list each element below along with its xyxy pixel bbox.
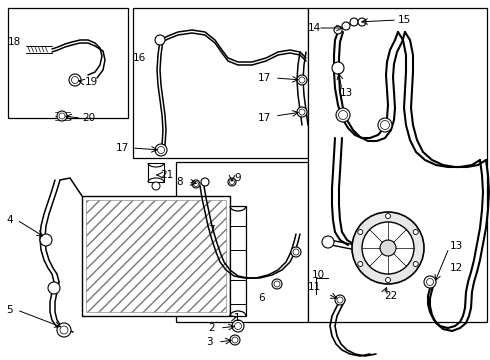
Circle shape [40, 234, 52, 246]
Text: 21: 21 [160, 170, 173, 180]
Circle shape [332, 62, 344, 74]
Circle shape [299, 77, 305, 83]
Circle shape [413, 230, 418, 234]
Circle shape [57, 111, 67, 121]
Circle shape [358, 18, 366, 26]
Circle shape [426, 279, 434, 285]
Circle shape [386, 213, 391, 219]
Circle shape [152, 182, 160, 190]
Circle shape [155, 144, 167, 156]
Text: 17: 17 [258, 113, 271, 123]
Circle shape [57, 323, 71, 337]
Text: 3: 3 [206, 337, 213, 347]
Circle shape [386, 278, 391, 283]
Circle shape [334, 26, 342, 34]
Text: 17: 17 [258, 73, 271, 83]
Text: 5: 5 [6, 305, 13, 315]
Circle shape [337, 297, 343, 303]
Circle shape [322, 236, 334, 248]
Circle shape [335, 295, 345, 305]
Circle shape [378, 118, 392, 132]
Bar [176, 162, 308, 322]
Circle shape [230, 335, 240, 345]
Bar [308, 8, 487, 322]
Circle shape [228, 178, 236, 186]
Circle shape [297, 107, 307, 117]
Text: 9: 9 [234, 173, 241, 183]
Text: 22: 22 [384, 291, 397, 301]
Text: 2: 2 [208, 323, 215, 333]
Text: 13: 13 [450, 241, 463, 251]
Bar [133, 8, 308, 158]
Circle shape [59, 113, 65, 119]
Circle shape [293, 249, 299, 255]
Bar [148, 163, 164, 182]
Circle shape [192, 180, 200, 188]
Circle shape [72, 77, 78, 84]
Circle shape [358, 230, 363, 234]
Circle shape [336, 108, 350, 122]
Text: 4: 4 [6, 215, 13, 225]
Bar [8, 8, 128, 118]
Text: 11: 11 [308, 282, 321, 292]
Bar [82, 196, 230, 316]
Text: 18: 18 [8, 37, 21, 47]
Text: 6: 6 [258, 293, 265, 303]
Text: 19: 19 [85, 77, 98, 87]
Circle shape [291, 247, 301, 257]
Circle shape [157, 147, 165, 153]
Text: 1: 1 [234, 313, 241, 323]
Circle shape [350, 18, 358, 26]
Circle shape [424, 276, 436, 288]
Circle shape [272, 279, 282, 289]
Circle shape [362, 222, 414, 274]
Circle shape [380, 240, 396, 256]
Circle shape [229, 180, 235, 185]
Circle shape [381, 121, 390, 130]
Circle shape [339, 111, 347, 120]
Circle shape [194, 181, 198, 186]
Circle shape [413, 261, 418, 266]
Circle shape [235, 323, 242, 329]
Circle shape [69, 74, 81, 86]
Circle shape [358, 261, 363, 266]
Text: 16: 16 [133, 53, 146, 63]
Circle shape [352, 212, 424, 284]
Circle shape [274, 281, 280, 287]
Circle shape [201, 178, 209, 186]
Text: 14: 14 [308, 23, 321, 33]
Bar [230, 206, 246, 316]
Text: 20: 20 [82, 113, 95, 123]
Text: 12: 12 [450, 263, 463, 273]
Text: 10: 10 [312, 270, 325, 280]
Circle shape [232, 320, 244, 332]
Text: 17: 17 [116, 143, 129, 153]
Circle shape [297, 75, 307, 85]
Circle shape [48, 282, 60, 294]
Text: 15: 15 [398, 15, 411, 25]
Circle shape [60, 326, 68, 334]
Text: 13: 13 [340, 88, 353, 98]
Circle shape [155, 35, 165, 45]
Bar [86, 200, 226, 312]
Circle shape [299, 109, 305, 115]
Circle shape [342, 22, 350, 30]
Text: 8: 8 [176, 177, 183, 187]
Text: 7: 7 [208, 225, 215, 235]
Circle shape [232, 337, 238, 343]
